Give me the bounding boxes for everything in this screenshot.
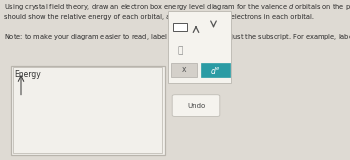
Text: Energy: Energy (15, 70, 41, 79)
FancyBboxPatch shape (173, 23, 187, 31)
Text: should show the relative energy of each orbital, and the number of electrons in : should show the relative energy of each … (4, 14, 314, 20)
Text: Undo: Undo (187, 103, 205, 109)
FancyBboxPatch shape (10, 66, 164, 155)
FancyBboxPatch shape (172, 95, 220, 116)
Text: $d^e$: $d^e$ (210, 64, 221, 76)
Text: 🔗: 🔗 (177, 47, 183, 56)
Text: x: x (182, 65, 186, 75)
Text: Note: to make your diagram easier to read, label the $d$ orbitals with just the : Note: to make your diagram easier to rea… (4, 32, 350, 44)
FancyBboxPatch shape (171, 63, 197, 77)
Text: Using crystal field theory, draw an electron box energy level diagram for the va: Using crystal field theory, draw an elec… (4, 2, 350, 14)
FancyBboxPatch shape (168, 11, 231, 83)
FancyBboxPatch shape (201, 63, 230, 77)
